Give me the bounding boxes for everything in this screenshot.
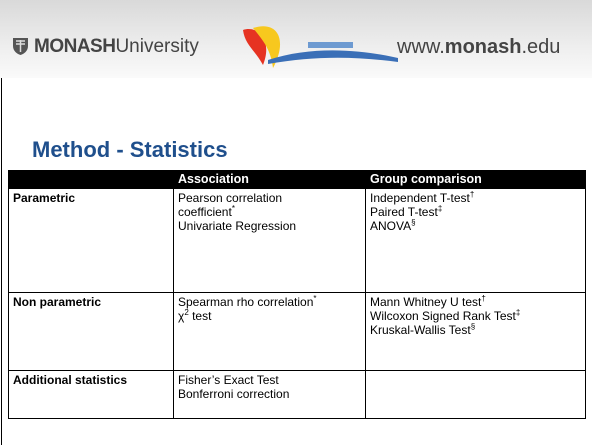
cell-line: ANOVA§ xyxy=(370,219,581,233)
slide: MONASHUniversity www.monash.edu Method -… xyxy=(0,0,592,445)
url-suffix: .edu xyxy=(521,36,560,58)
cell-line: Pearson correlation xyxy=(178,191,361,205)
logo-light: University xyxy=(115,36,198,57)
cell-line: Independent T-test† xyxy=(370,191,581,205)
column-header xyxy=(9,171,174,189)
cell-line: Additional statistics xyxy=(13,373,169,387)
cell-line: Univariate Regression xyxy=(178,219,361,233)
cell-line: Mann Whitney U test† xyxy=(370,295,581,309)
cell-line: Kruskal-Wallis Test§ xyxy=(370,323,581,337)
cell-text: Paired T-test xyxy=(370,205,438,219)
table-cell: Mann Whitney U test†Wilcoxon Signed Rank… xyxy=(366,293,586,371)
cell-text: Additional statistics xyxy=(13,373,127,387)
cell-text: Pearson correlation xyxy=(178,191,282,205)
cell-line: Bonferroni correction xyxy=(178,387,361,401)
slide-edge xyxy=(1,78,2,445)
cell-line: coefficient* xyxy=(178,205,361,219)
crest-icon xyxy=(12,36,29,56)
superscript: * xyxy=(232,204,235,213)
slide-title: Method - Statistics xyxy=(32,137,228,163)
cell-text: coefficient xyxy=(178,205,232,219)
table-cell: Parametric xyxy=(9,189,174,293)
cell-line: χ2 test xyxy=(178,309,361,323)
cell-text: Wilcoxon Signed Rank Test xyxy=(370,309,516,323)
cell-line: Paired T-test‡ xyxy=(370,205,581,219)
cell-text: Non parametric xyxy=(13,295,101,309)
table-cell: Spearman rho correlation*χ2 test xyxy=(174,293,366,371)
cell-text: Parametric xyxy=(13,191,75,205)
header-band: MONASHUniversity www.monash.edu xyxy=(0,0,592,78)
table-cell xyxy=(366,371,586,419)
url-bold: monash xyxy=(445,36,522,58)
superscript: † xyxy=(481,294,485,303)
superscript: * xyxy=(313,294,316,303)
cell-text: Fisher’s Exact Test xyxy=(178,373,279,387)
table-cell: Additional statistics xyxy=(9,371,174,419)
table-cell: Non parametric xyxy=(9,293,174,371)
cell-line: Spearman rho correlation* xyxy=(178,295,361,309)
superscript: ‡ xyxy=(516,308,520,317)
superscript: § xyxy=(471,322,475,331)
table-row: Additional statistics Fisher’s Exact Test… xyxy=(9,371,586,419)
url-text: www.monash.edu xyxy=(397,36,560,59)
cell-text: Mann Whitney U test xyxy=(370,295,481,309)
cell-text: Kruskal-Wallis Test xyxy=(370,323,471,337)
column-header: Group comparison xyxy=(366,171,586,189)
superscript: § xyxy=(411,218,415,227)
logo-text: MONASHUniversity xyxy=(34,36,199,58)
table-cell: Independent T-test†Paired T-test‡ANOVA§ xyxy=(366,189,586,293)
superscript: † xyxy=(470,190,474,199)
cell-text: Univariate Regression xyxy=(178,219,296,233)
cell-line: Non parametric xyxy=(13,295,169,309)
superscript: ‡ xyxy=(438,204,442,213)
cell-text: Bonferroni correction xyxy=(178,387,289,401)
cell-line: Parametric xyxy=(13,191,169,205)
cell-text: Spearman rho correlation xyxy=(178,295,313,309)
cell-text-after: test xyxy=(189,309,212,323)
logo-bold: MONASH xyxy=(34,36,115,57)
cell-text: ANOVA xyxy=(370,219,411,233)
url-prefix: www. xyxy=(397,36,445,58)
cell-line: Wilcoxon Signed Rank Test‡ xyxy=(370,309,581,323)
swoosh-graphic xyxy=(233,20,398,70)
cell-line: Fisher’s Exact Test xyxy=(178,373,361,387)
cell-text: Independent T-test xyxy=(370,191,470,205)
column-header: Association xyxy=(174,171,366,189)
